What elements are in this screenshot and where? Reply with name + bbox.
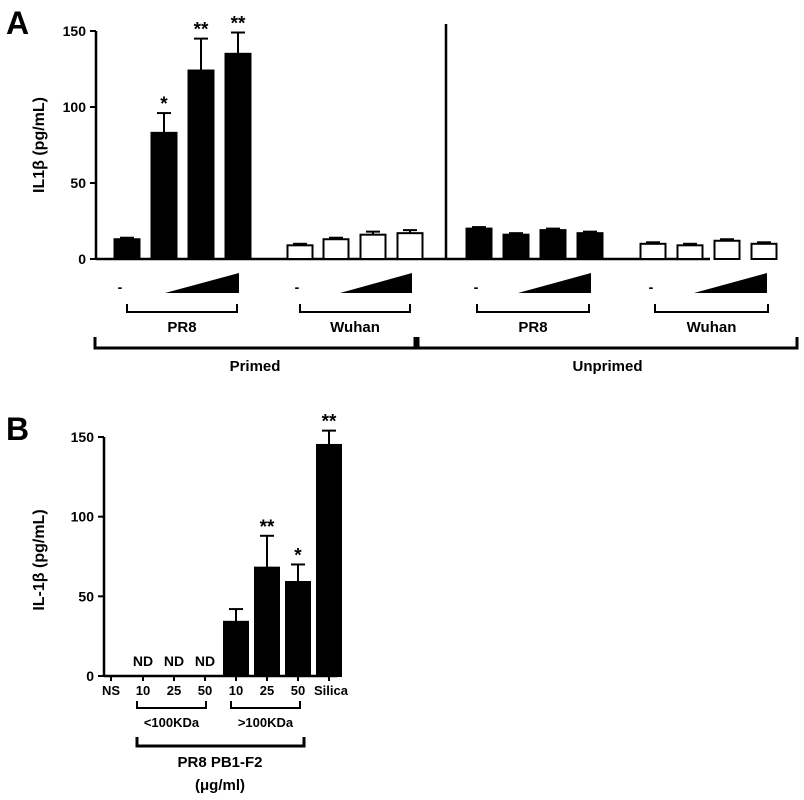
panel-b-letter: B [6, 411, 29, 447]
panel-b-group-line1: PR8 PB1-F2 [177, 754, 262, 771]
panel-b-subgroup-label: >100KDa [238, 715, 294, 730]
panel-b-bar [316, 443, 342, 678]
panel-a-subgroup-bracket [126, 304, 238, 313]
panel-a-group-label: Unprimed [572, 358, 642, 375]
panel-b-subgroup-bracket [230, 701, 301, 709]
panel-b-ytick-label: 50 [78, 588, 94, 604]
panel-a-significance: ** [231, 14, 246, 35]
panel-b-subgroup-bracket [136, 701, 207, 709]
panel-a-subgroup-label: Wuhan [687, 319, 737, 336]
panel-a-bar [286, 244, 314, 261]
panel-a-significance: ** [194, 20, 209, 41]
panel-a-group-bracket [93, 337, 417, 350]
panel-a-ytick-label: 100 [63, 99, 87, 115]
panel-a-bar [150, 131, 178, 260]
panel-a-ytick-label: 50 [70, 175, 86, 191]
panel-b-ytick-label: 100 [71, 509, 95, 525]
panel-b-significance: ** [260, 517, 275, 538]
panel-a-dash-label: - [649, 279, 654, 295]
panel-a-bar [322, 238, 350, 261]
panel-b-category-label: 10 [229, 683, 243, 698]
panel-b-nd-label: ND [164, 653, 184, 669]
panel-b-nd-label: ND [133, 653, 153, 669]
panel-b-subgroup-label: <100KDa [144, 715, 200, 730]
panel-a-bar [750, 242, 778, 261]
panel-a-bar [113, 238, 141, 261]
panel-b-group-line2: (μg/ml) [195, 777, 245, 794]
panel-b-nd-label: ND [195, 653, 215, 669]
panel-a-bar [576, 232, 604, 261]
panel-a-subgroup-bracket [654, 304, 769, 313]
panel-a-subgroup-bracket [476, 304, 590, 313]
panel-b-category-label: Silica [314, 683, 349, 698]
panel-b-category-label: 25 [260, 683, 274, 698]
panel-b-category-label: 50 [198, 683, 212, 698]
panel-a-subgroup-label: PR8 [167, 319, 196, 336]
panel-a-letter: A [6, 5, 29, 41]
panel-b-bar [254, 566, 280, 677]
panel-a-bar [396, 232, 424, 261]
panel-a-bar [465, 227, 493, 261]
panel-a-subgroup-bracket [299, 304, 411, 313]
panel-a-dash-label: - [295, 279, 300, 295]
panel-a-ytick-label: 150 [63, 23, 87, 39]
panel-a-bar [224, 52, 252, 260]
panel-b-category-label: 25 [167, 683, 181, 698]
panel-a-dash-label: - [118, 279, 123, 295]
panel-b-category-label: 10 [136, 683, 150, 698]
panel-a-ylabel: IL1β (pg/mL) [31, 97, 48, 193]
panel-a-bar [639, 242, 667, 261]
panel-a-bar [359, 233, 387, 260]
panel-a-dash-label: - [474, 279, 479, 295]
panel-b-bar [285, 580, 311, 678]
panel-a-subgroup-label: Wuhan [330, 319, 380, 336]
panel-b-ylabel: IL-1β (pg/mL) [31, 509, 48, 610]
panel-a-bar [539, 229, 567, 260]
panel-a-bar [502, 233, 530, 260]
panel-a-ytick-label: 0 [78, 251, 86, 267]
panel-b-bar [223, 620, 249, 677]
panel-b-significance: * [294, 545, 302, 566]
panel-a-bar [676, 244, 704, 261]
panel-b-plot: 0 50 100 150 NS 10 ND 25 ND 50 ND 10 25 ** 50 * Silica **… [71, 412, 349, 748]
panel-b-significance: ** [322, 412, 337, 433]
panel-b-group-bracket [135, 737, 306, 748]
panel-a-bar [187, 69, 215, 260]
panel-a-significance: * [160, 94, 168, 115]
panel-b-ytick-label: 0 [86, 668, 94, 684]
panel-a-group-label: Primed [230, 358, 281, 375]
panel-b-category-label: NS [102, 683, 120, 698]
panel-a-dose-ramp [694, 273, 767, 293]
panel-a-dose-ramp [518, 273, 591, 293]
panel-a-group-bracket [416, 337, 799, 350]
panel-a-dose-ramp [340, 273, 412, 293]
panel-b-ytick-label: 150 [71, 429, 95, 445]
panel-a-dose-ramp [165, 273, 239, 293]
panel-a-bar [713, 239, 741, 260]
panel-b-category-label: 50 [291, 683, 305, 698]
panel-a-subgroup-label: PR8 [518, 319, 547, 336]
